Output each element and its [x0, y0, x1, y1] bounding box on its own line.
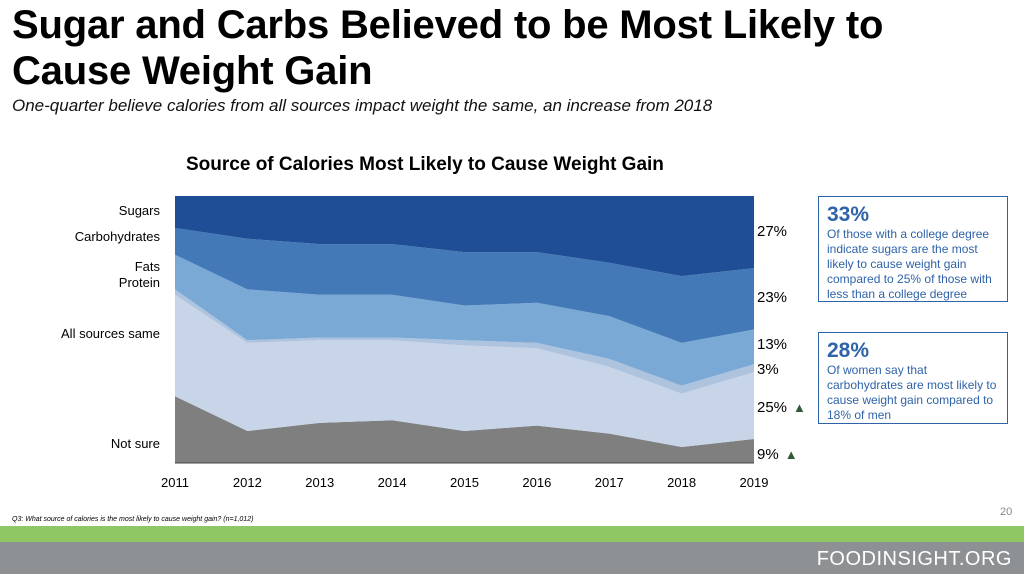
x-tick-label: 2019 — [740, 475, 769, 490]
end-label-sugars: 27% — [757, 223, 788, 240]
footer-accent-bar — [0, 526, 1024, 542]
area-protein — [175, 289, 754, 394]
page-number: 20 — [1000, 506, 1013, 518]
brand-logo-text: FOODINSIGHT.ORG — [816, 548, 1012, 570]
footnote: Q3: What source of calories is the most … — [12, 516, 254, 523]
x-tick-label: 2016 — [522, 475, 551, 490]
callout-text: Of women say that carbohydrates are most… — [827, 363, 997, 422]
x-tick-label: 2013 — [305, 475, 334, 490]
end-label-protein: 3% — [757, 361, 779, 378]
end-label-not-sure: 9% ▲ — [757, 446, 798, 463]
callout-college-degree: 33% Of those with a college degree indic… — [818, 196, 1008, 302]
callout-text: Of those with a college degree indicate … — [827, 227, 992, 301]
area-fats — [175, 254, 754, 386]
x-tick-label: 2011 — [161, 475, 189, 490]
callout-percent: 33% — [827, 203, 870, 226]
x-tick-label: 2012 — [233, 475, 262, 490]
area-sugars — [175, 196, 754, 277]
slide-title: Sugar and Carbs Believed to be Most Like… — [12, 3, 884, 93]
up-arrow-icon: ▲ — [784, 447, 798, 462]
slide-subtitle: One-quarter believe calories from all so… — [12, 96, 713, 115]
series-label-not-sure: Not sure — [110, 436, 160, 451]
area-all-sources-same — [175, 294, 754, 447]
x-tick-label: 2018 — [667, 475, 696, 490]
end-label-carbohydrates: 23% — [757, 289, 788, 306]
x-tick-label: 2015 — [450, 475, 479, 490]
series-label-carbohydrates: Carbohydrates — [74, 229, 160, 244]
x-tick-label: 2017 — [595, 475, 624, 490]
footer-bar — [0, 542, 1024, 574]
area-carbohydrates — [175, 228, 754, 343]
area-not-sure — [175, 396, 754, 463]
callout-percent: 28% — [827, 339, 870, 362]
series-label-all-sources: All sources same — [61, 326, 160, 341]
chart-title: Source of Calories Most Likely to Cause … — [186, 154, 664, 175]
end-label-fats: 13% — [757, 336, 788, 353]
series-label-sugars: Sugars — [118, 203, 160, 218]
series-label-fats: Fats — [134, 259, 160, 274]
series-label-protein: Protein — [118, 275, 160, 290]
up-arrow-icon: ▲ — [793, 400, 806, 415]
x-tick-label: 2014 — [378, 475, 407, 490]
end-label-all-sources: 25% ▲ — [757, 399, 806, 416]
callout-women: 28% Of women say that carbohydrates are … — [818, 332, 1008, 424]
